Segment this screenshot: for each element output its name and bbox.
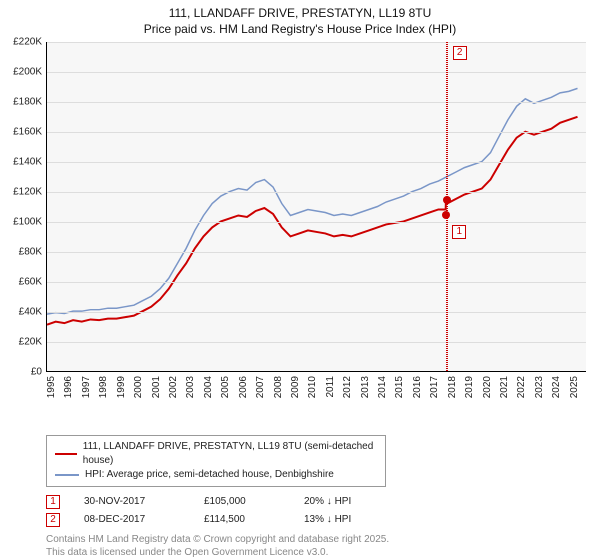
gridline-h: [47, 192, 586, 193]
y-tick-label: £40K: [0, 307, 42, 318]
series-hpi: [47, 88, 578, 314]
transaction-vline: [447, 42, 448, 371]
plot-area: 12: [46, 42, 586, 372]
series-price_paid: [47, 117, 578, 325]
row-marker-box: 1: [46, 495, 60, 509]
y-tick-label: £140K: [0, 157, 42, 168]
legend-row: 111, LLANDAFF DRIVE, PRESTATYN, LL19 8TU…: [55, 440, 377, 468]
gridline-h: [47, 102, 586, 103]
y-tick-label: £80K: [0, 247, 42, 258]
row-price: £105,000: [204, 493, 304, 511]
legend-label: HPI: Average price, semi-detached house,…: [85, 468, 334, 482]
y-tick-label: £120K: [0, 187, 42, 198]
transaction-table: 1 30-NOV-2017£105,00020% ↓ HPI 2 08-DEC-201…: [46, 493, 586, 529]
legend-region: 111, LLANDAFF DRIVE, PRESTATYN, LL19 8TU…: [46, 435, 586, 559]
gridline-h: [47, 162, 586, 163]
y-tick-label: £60K: [0, 277, 42, 288]
table-row: 1 30-NOV-2017£105,00020% ↓ HPI: [46, 493, 586, 511]
y-tick-label: £180K: [0, 97, 42, 108]
attribution: Contains HM Land Registry data © Crown c…: [46, 533, 586, 559]
chart-svg: [47, 42, 586, 371]
title-line1: 111, LLANDAFF DRIVE, PRESTATYN, LL19 8TU: [0, 6, 600, 22]
chart-region: 12 £0£20K£40K£60K£80K£100K£120K£140K£160…: [0, 42, 600, 402]
title-line2: Price paid vs. HM Land Registry's House …: [0, 22, 600, 38]
y-tick-label: £100K: [0, 217, 42, 228]
gridline-h: [47, 342, 586, 343]
legend-label: 111, LLANDAFF DRIVE, PRESTATYN, LL19 8TU…: [83, 440, 377, 468]
legend-swatch: [55, 474, 79, 476]
gridline-h: [47, 312, 586, 313]
transaction-dot: [443, 196, 451, 204]
y-tick-label: £220K: [0, 37, 42, 48]
gridline-h: [47, 42, 586, 43]
gridline-h: [47, 222, 586, 223]
row-pct: 13% ↓ HPI: [304, 511, 404, 529]
gridline-h: [47, 282, 586, 283]
legend-box: 111, LLANDAFF DRIVE, PRESTATYN, LL19 8TU…: [46, 435, 386, 487]
gridline-h: [47, 252, 586, 253]
row-price: £114,500: [204, 511, 304, 529]
y-tick-label: £0: [0, 367, 42, 378]
row-date: 08-DEC-2017: [84, 511, 204, 529]
gridline-h: [47, 132, 586, 133]
legend-row: HPI: Average price, semi-detached house,…: [55, 468, 377, 482]
row-pct: 20% ↓ HPI: [304, 493, 404, 511]
y-tick-label: £20K: [0, 337, 42, 348]
row-marker-box: 2: [46, 513, 60, 527]
attribution-line1: Contains HM Land Registry data © Crown c…: [46, 533, 586, 546]
attribution-line2: This data is licensed under the Open Gov…: [46, 546, 586, 559]
chart-title: 111, LLANDAFF DRIVE, PRESTATYN, LL19 8TU…: [0, 0, 600, 37]
y-tick-label: £200K: [0, 67, 42, 78]
table-row: 2 08-DEC-2017£114,50013% ↓ HPI: [46, 511, 586, 529]
gridline-h: [47, 72, 586, 73]
legend-swatch: [55, 453, 77, 455]
transaction-marker-box: 2: [453, 46, 467, 60]
transaction-marker-box: 1: [452, 225, 466, 239]
y-tick-label: £160K: [0, 127, 42, 138]
x-tick-label: 2025: [569, 376, 595, 398]
row-date: 30-NOV-2017: [84, 493, 204, 511]
